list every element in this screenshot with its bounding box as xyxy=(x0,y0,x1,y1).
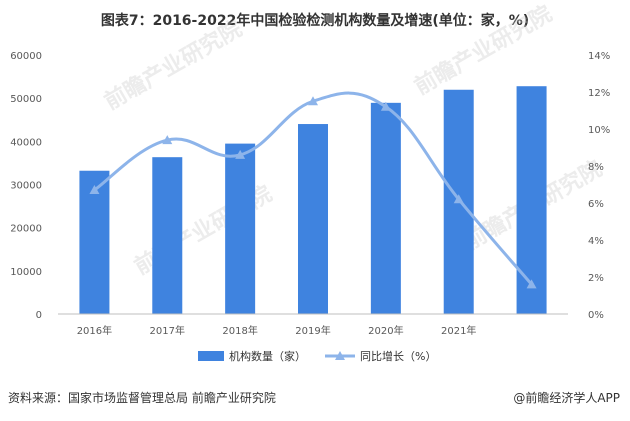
x-tick-label: 2017年 xyxy=(150,324,185,337)
growth-point-4 xyxy=(380,101,391,111)
bar-4 xyxy=(370,102,401,315)
y-left-tick-label: 50000 xyxy=(10,94,42,105)
y-right-tick-label: 6% xyxy=(588,199,604,210)
y-right-tick-label: 2% xyxy=(588,273,604,284)
y-right-tick-label: 12% xyxy=(588,88,610,99)
y-right-tick-label: 10% xyxy=(588,125,610,136)
growth-point-6 xyxy=(526,279,537,289)
x-tick-label: 2019年 xyxy=(295,324,330,337)
legend-line-label: 同比增长（%） xyxy=(360,349,436,363)
bars xyxy=(79,86,547,315)
x-tick-label: 2021年 xyxy=(441,324,476,337)
brand-label: @前瞻经济学人APP xyxy=(513,391,620,405)
growth-line xyxy=(89,91,537,289)
y-left-tick-label: 40000 xyxy=(10,137,42,148)
growth-point-0 xyxy=(89,185,100,195)
source-note: 资料来源：国家市场监督管理总局 前瞻产业研究院 xyxy=(8,391,276,405)
watermark-text: 前瞻产业研究院 xyxy=(410,1,556,101)
x-tick-label: 2016年 xyxy=(77,324,112,337)
legend-line-marker xyxy=(335,351,345,360)
legend: 机构数量（家） 同比增长（%） xyxy=(198,349,436,363)
growth-point-1 xyxy=(162,135,173,145)
y-left-tick-label: 60000 xyxy=(10,51,42,62)
bar-2 xyxy=(225,143,256,314)
y-left-tick-label: 0 xyxy=(36,310,42,321)
legend-bar-swatch xyxy=(198,351,224,361)
y-left-tick-label: 30000 xyxy=(10,181,42,192)
bar-3 xyxy=(298,124,328,314)
y-axis-left: 0 10000 20000 30000 40000 50000 60000 xyxy=(10,51,42,321)
bar-0 xyxy=(79,170,110,314)
growth-point-3 xyxy=(308,96,318,106)
growth-point-5 xyxy=(453,194,464,204)
x-tick-label: 2020年 xyxy=(368,324,403,337)
bar-1 xyxy=(152,157,183,314)
y-right-tick-label: 0% xyxy=(588,310,604,321)
y-right-tick-label: 8% xyxy=(588,162,604,173)
growth-point-2 xyxy=(235,149,246,159)
y-right-tick-label: 14% xyxy=(588,51,610,62)
x-tick-label: 2018年 xyxy=(222,324,257,337)
y-left-tick-label: 10000 xyxy=(10,267,42,278)
watermark-text: 前瞻产业研究院 xyxy=(100,16,246,116)
bar-6 xyxy=(516,86,547,315)
y-axis-right: 0% 2% 4% 6% 8% 10% 12% 14% xyxy=(588,51,610,321)
y-right-tick-label: 4% xyxy=(588,236,604,247)
chart-title: 图表7：2016-2022年中国检验检测机构数量及增速(单位：家，%) xyxy=(100,13,530,29)
legend-bar-label: 机构数量（家） xyxy=(229,349,306,363)
x-axis: 2016年 2017年 2018年 2019年 2020年 2021年 xyxy=(58,313,568,337)
y-left-tick-label: 20000 xyxy=(10,224,42,235)
